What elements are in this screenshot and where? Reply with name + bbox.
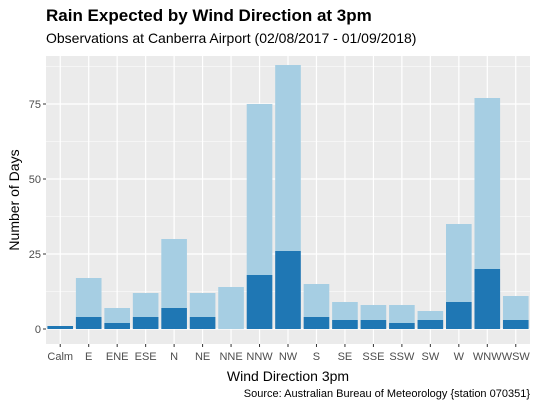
chart-subtitle: Observations at Canberra Airport (02/08/…	[46, 30, 417, 46]
bar-e-segment-2	[75, 278, 102, 317]
bar-nnw-segment-2	[246, 104, 273, 275]
x-tick-label: S	[313, 351, 320, 363]
x-tick-label: NNE	[219, 351, 242, 363]
bar-wnw-segment-2	[474, 98, 501, 269]
bar-n-segment-2	[161, 239, 187, 308]
bar-e-segment-1	[75, 317, 102, 329]
bar-ese-segment-1	[132, 317, 159, 329]
bar-nw-segment-2	[275, 65, 301, 251]
y-tick-label: 75	[29, 99, 41, 111]
bar-ne-segment-2	[189, 293, 216, 317]
y-axis: 0 25 50 75	[29, 99, 46, 336]
bar-ssw-segment-2	[389, 305, 415, 323]
x-axis: Calm E ENE ESE N NE NNE NNW NW S SE SSE SSW SW W WNW WSW	[47, 344, 530, 363]
x-tick-label: WNW	[473, 351, 502, 363]
bar-se-segment-2	[332, 302, 358, 320]
bar-n-segment-1	[161, 308, 187, 329]
bar-sw-segment-2	[417, 311, 444, 320]
x-tick-label: SSW	[389, 351, 415, 363]
bar-ese-segment-2	[132, 293, 159, 317]
x-tick-label: E	[85, 351, 92, 363]
x-tick-label: WSW	[502, 351, 531, 363]
x-tick-label: NE	[195, 351, 210, 363]
x-tick-label: ESE	[135, 351, 157, 363]
chart-caption: Source: Australian Bureau of Meteorology…	[243, 388, 530, 400]
bar-nw-segment-1	[275, 251, 301, 329]
bar-s-segment-2	[303, 284, 330, 317]
bar-wnw-segment-1	[474, 269, 501, 329]
bar-ne-segment-1	[189, 317, 216, 329]
x-tick-label: SW	[421, 351, 439, 363]
x-tick-label: SSE	[362, 351, 384, 363]
bar-ene-segment-2	[104, 308, 130, 323]
bar-sse-segment-1	[360, 320, 387, 329]
x-tick-label: NNW	[246, 351, 273, 363]
y-tick-label: 50	[29, 174, 41, 186]
x-axis-label: Wind Direction 3pm	[227, 368, 349, 384]
y-tick-label: 0	[35, 324, 41, 336]
bar-w-segment-1	[446, 302, 472, 329]
bar-ene-segment-1	[104, 323, 130, 329]
bar-wsw-segment-1	[502, 320, 529, 329]
bar-wsw-segment-2	[502, 296, 529, 320]
x-tick-label: SE	[338, 351, 353, 363]
bar-nnw-segment-1	[246, 275, 273, 329]
chart-title: Rain Expected by Wind Direction at 3pm	[46, 6, 372, 25]
x-tick-label: ENE	[106, 351, 129, 363]
bar-se-segment-1	[332, 320, 358, 329]
bar-w-segment-2	[446, 224, 472, 302]
bar-sse-segment-2	[360, 305, 387, 320]
bar-s-segment-1	[303, 317, 330, 329]
x-tick-label: Calm	[47, 351, 73, 363]
bar-nne-segment-2	[218, 287, 244, 329]
bar-calm-segment-1	[47, 326, 74, 329]
y-tick-label: 25	[29, 249, 41, 261]
x-tick-label: W	[454, 351, 465, 363]
x-tick-label: N	[170, 351, 178, 363]
bar-ssw-segment-1	[389, 323, 415, 329]
bar-sw-segment-1	[417, 320, 444, 329]
bars	[47, 65, 529, 329]
y-axis-label: Number of Days	[6, 149, 22, 250]
x-tick-label: NW	[279, 351, 298, 363]
